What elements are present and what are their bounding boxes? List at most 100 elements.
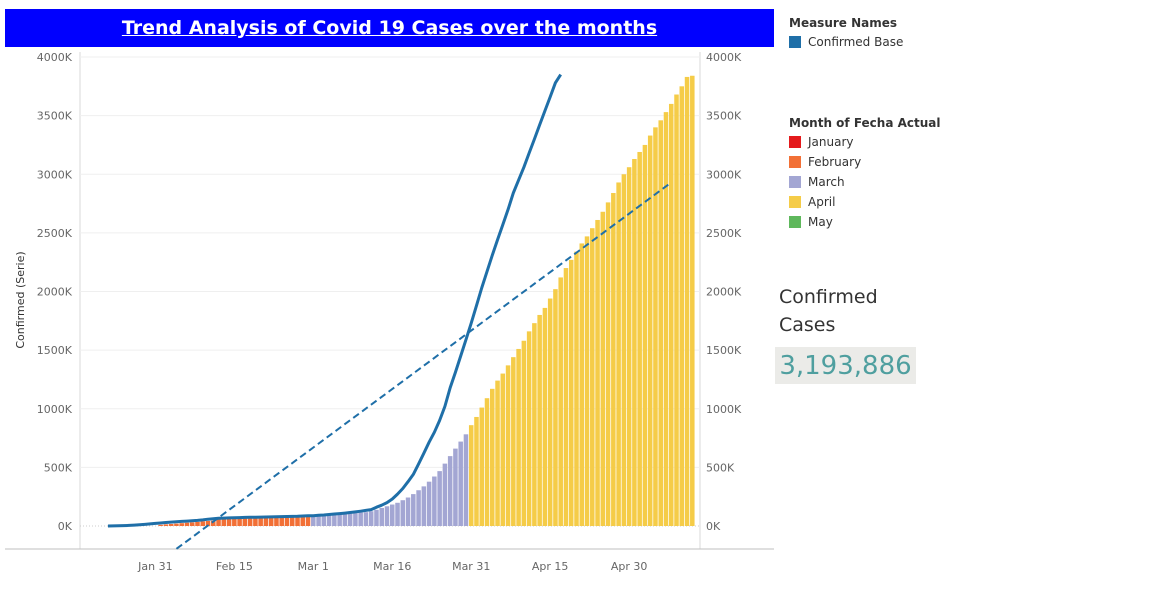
bar-april: [668, 103, 674, 527]
legend-swatch: [789, 156, 801, 168]
bar-march: [347, 513, 353, 526]
bar-march: [432, 476, 437, 526]
bar-april: [553, 289, 558, 526]
y-tick-label-left: 3500K: [37, 110, 73, 123]
bar-april: [500, 373, 506, 526]
bar-april: [658, 120, 663, 526]
bar-april: [600, 211, 606, 526]
axis-layer: 0K 0K 500K 500K 1000K 1000K 1500K 1500K 2000K 200…: [37, 51, 742, 573]
bar-layer: [158, 75, 695, 527]
bar-march: [332, 514, 337, 526]
legend-label: April: [808, 195, 836, 209]
bar-march: [458, 441, 463, 526]
kpi-value: 3,193,886: [775, 347, 916, 384]
y-tick-label-right: 0K: [706, 520, 721, 533]
legend-swatch: [789, 176, 801, 188]
y-tick-label-left: 2000K: [37, 286, 73, 299]
bar-february: [295, 516, 300, 526]
bar-march: [363, 512, 369, 526]
bar-february: [300, 516, 306, 526]
bar-february: [237, 517, 242, 526]
bar-february: [242, 517, 248, 526]
bar-march: [463, 434, 469, 526]
legend-item-march[interactable]: March: [789, 172, 941, 192]
bar-april: [537, 314, 542, 526]
bar-april: [511, 357, 516, 526]
bar-march: [426, 481, 432, 526]
legend-item-confirmed-base[interactable]: Confirmed Base: [789, 32, 903, 52]
bar-march: [453, 448, 458, 526]
bar-february: [211, 520, 216, 526]
bar-march: [421, 486, 427, 526]
bar-april: [495, 380, 500, 526]
bar-march: [326, 515, 332, 526]
chart-title-bar: Trend Analysis of Covid 19 Cases over th…: [5, 9, 774, 47]
bar-february: [305, 516, 311, 526]
y-tick-label-left: 4000K: [37, 51, 73, 64]
bar-february: [284, 516, 290, 526]
bar-february: [174, 523, 179, 526]
bar-april: [611, 193, 616, 526]
bar-march: [342, 514, 348, 526]
y-tick-label-right: 3500K: [706, 110, 742, 123]
bar-march: [311, 516, 316, 526]
y-tick-label-right: 500K: [706, 461, 735, 474]
bar-march: [400, 500, 406, 526]
legend-item-february[interactable]: February: [789, 152, 941, 172]
y-axis-title: Confirmed (Serie): [14, 251, 27, 348]
legend-month-title: Month of Fecha Actual: [789, 116, 941, 130]
bar-april: [637, 151, 642, 526]
bar-april: [568, 259, 574, 526]
bar-april: [674, 94, 679, 527]
legend-month: Month of Fecha Actual January February M…: [789, 116, 941, 232]
bar-march: [405, 497, 411, 526]
legend-measure-title: Measure Names: [789, 16, 898, 30]
bar-february: [184, 522, 190, 526]
x-tick-label: Jan 31: [137, 560, 172, 573]
legend-item-january[interactable]: January: [789, 132, 941, 152]
legend-swatch: [789, 136, 801, 148]
bar-march: [416, 490, 421, 526]
bar-march: [321, 515, 327, 526]
legend-item-april[interactable]: April: [789, 192, 941, 212]
bar-february: [195, 521, 200, 526]
kpi-label: Confirmed Cases: [779, 286, 878, 336]
series-line-confirmed-base: [107, 73, 562, 528]
bar-february: [232, 517, 237, 526]
bar-february: [274, 516, 279, 526]
bar-april: [490, 388, 495, 526]
bar-march: [353, 513, 358, 526]
trend-line: [175, 181, 672, 550]
legend-swatch: [789, 196, 801, 208]
legend-item-may[interactable]: May: [789, 212, 941, 232]
bar-april: [526, 331, 532, 526]
bar-february: [179, 523, 184, 526]
y-tick-label-right: 2000K: [706, 286, 742, 299]
bar-april: [621, 174, 627, 526]
bar-april: [690, 75, 695, 526]
bar-february: [258, 517, 263, 526]
bar-march: [437, 471, 442, 526]
bar-april: [590, 228, 595, 526]
x-tick-label: Mar 31: [452, 560, 490, 573]
x-tick-label: Mar 1: [298, 560, 329, 573]
chart-title: Trend Analysis of Covid 19 Cases over th…: [121, 17, 658, 39]
bar-march: [411, 494, 416, 526]
bar-april: [479, 407, 485, 526]
bar-april: [579, 243, 585, 527]
bar-february: [289, 516, 295, 526]
y-tick-label-left: 1000K: [37, 403, 73, 416]
bar-february: [247, 517, 253, 526]
bar-april: [574, 251, 579, 526]
bar-february: [163, 524, 169, 526]
bar-february: [168, 524, 174, 526]
legend-label: March: [808, 175, 845, 189]
bar-april: [516, 348, 521, 526]
legend-swatch: [789, 36, 801, 48]
bar-february: [226, 518, 232, 526]
bar-march: [379, 507, 384, 526]
y-tick-label-left: 2500K: [37, 227, 73, 240]
x-tick-label: Feb 15: [216, 560, 253, 573]
bar-march: [384, 506, 390, 526]
bar-april: [542, 307, 548, 526]
